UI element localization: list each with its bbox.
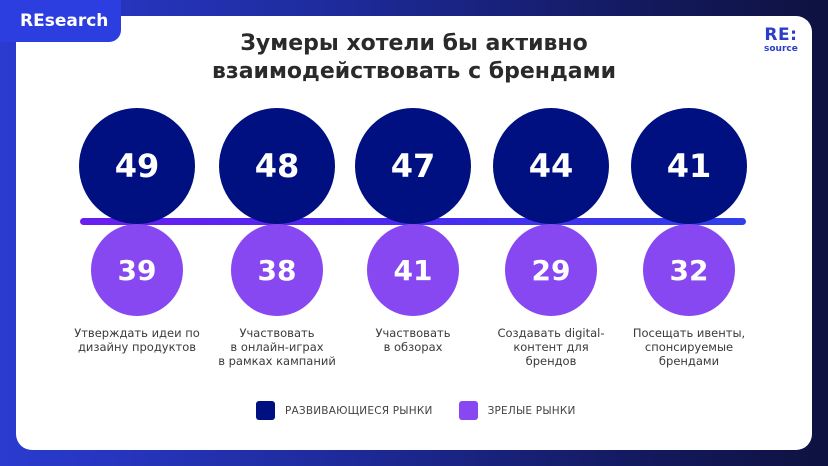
category-label: Участвовать в онлайн-играх в рамках камп…	[218, 326, 336, 368]
resource-logo: RE: source	[764, 26, 798, 54]
legend-label-emerging: РАЗВИВАЮЩИЕСЯ РЫНКИ	[285, 404, 433, 417]
legend: РАЗВИВАЮЩИЕСЯ РЫНКИ ЗРЕЛЫЕ РЫНКИ	[256, 401, 602, 420]
logo-sub: source	[764, 44, 798, 54]
mature-value-circle: 41	[367, 224, 459, 316]
mature-value-circle: 29	[505, 224, 597, 316]
emerging-value-circle: 41	[631, 108, 747, 224]
mature-value-circle: 38	[231, 224, 323, 316]
category-label: Создавать digital- контент для брендов	[497, 326, 605, 368]
category-label: Утверждать идеи по дизайну продуктов	[74, 326, 200, 354]
category-label: Посещать ивенты, спонсируемые брендами	[632, 326, 746, 368]
emerging-value-circle: 48	[219, 108, 335, 224]
mature-value-circle: 32	[643, 224, 735, 316]
mature-value-circle: 39	[91, 224, 183, 316]
emerging-value-circle: 47	[355, 108, 471, 224]
category-label: Участвовать в обзорах	[375, 326, 451, 354]
legend-swatch-emerging	[256, 401, 275, 420]
emerging-value-circle: 44	[493, 108, 609, 224]
research-badge: REsearch	[0, 0, 121, 42]
chart-title: Зумеры хотели бы активно взаимодействова…	[211, 31, 617, 84]
legend-label-mature: ЗРЕЛЫЕ РЫНКИ	[487, 404, 576, 417]
logo-main: RE:	[764, 25, 798, 45]
legend-swatch-mature	[458, 401, 478, 420]
emerging-value-circle: 49	[79, 108, 195, 224]
